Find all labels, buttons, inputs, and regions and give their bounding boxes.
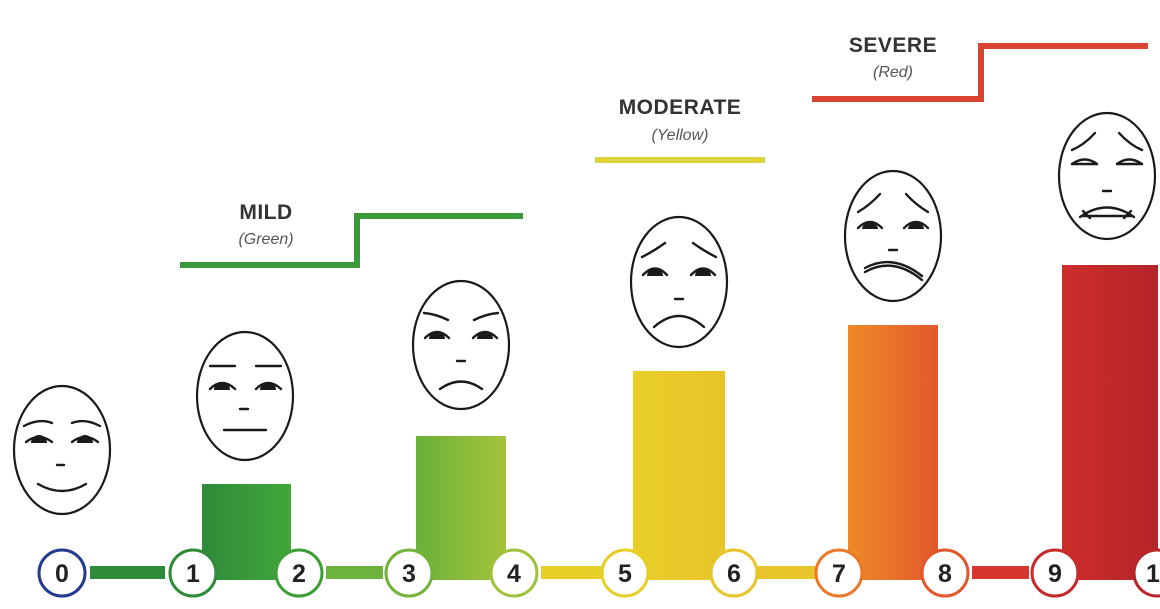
level-3-label: 3 (402, 560, 416, 588)
mild-subtitle: (Green) (238, 231, 293, 248)
connector-6-7 (758, 566, 815, 579)
connector-8-9 (972, 566, 1029, 579)
mild-title: MILD (239, 201, 292, 224)
level-0-marker: 0 (37, 548, 87, 598)
level-1-label: 1 (186, 560, 200, 588)
bar-level-5-6 (633, 371, 725, 580)
level-4-marker: 4 (489, 548, 539, 598)
level-10-label: 1 (1146, 560, 1160, 588)
level-6-marker: 6 (709, 548, 759, 598)
level-9-marker: 9 (1030, 548, 1080, 598)
bar-level-7-8 (848, 325, 938, 580)
level-1-marker: 1 (168, 548, 218, 598)
level-2-marker: 2 (274, 548, 324, 598)
connector-4-5 (541, 566, 601, 579)
bar-level-9-10 (1062, 265, 1158, 580)
severe-category-line (812, 43, 1148, 102)
smiling-face-icon (12, 384, 112, 516)
level-5-marker: 5 (600, 548, 650, 598)
severe-subtitle: (Red) (873, 64, 913, 81)
level-8-label: 8 (938, 560, 952, 588)
level-5-label: 5 (618, 560, 632, 588)
moderate-title: MODERATE (619, 96, 742, 119)
connector-0-1 (90, 566, 165, 579)
level-6-label: 6 (727, 560, 741, 588)
level-3-marker: 3 (384, 548, 434, 598)
slightly-sad-face-icon (411, 279, 511, 411)
level-7-marker: 7 (814, 548, 864, 598)
level-8-marker: 8 (920, 548, 970, 598)
level-10-marker: 1 (1132, 548, 1160, 598)
bar-level-1-2 (202, 484, 291, 580)
level-9-label: 9 (1048, 560, 1062, 588)
level-7-label: 7 (832, 560, 846, 588)
sad-face-icon (629, 215, 729, 349)
level-4-label: 4 (507, 560, 521, 588)
level-2-label: 2 (292, 560, 306, 588)
moderate-subtitle: (Yellow) (652, 127, 709, 144)
bar-level-3-4 (416, 436, 506, 580)
connector-2-3 (326, 566, 383, 579)
severe-title: SEVERE (849, 34, 937, 57)
level-0-label: 0 (55, 560, 69, 588)
very-sad-face-icon (843, 169, 943, 303)
mild-category-line (180, 213, 523, 268)
crying-face-icon (1057, 111, 1157, 241)
neutral-face-icon (195, 330, 295, 462)
